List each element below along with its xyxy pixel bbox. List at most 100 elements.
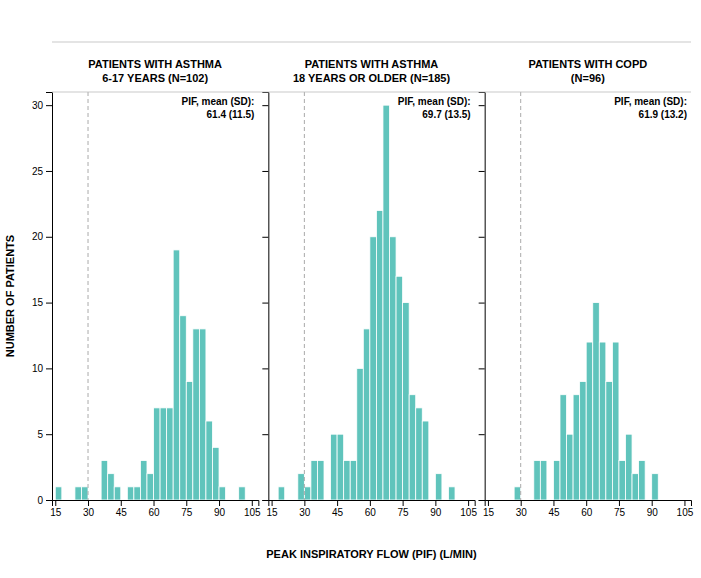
bar <box>193 329 200 500</box>
tick <box>479 368 485 369</box>
tick-mark <box>186 500 187 506</box>
rule <box>52 92 691 93</box>
tick-mark <box>46 368 52 369</box>
text-line: 6-17 YEARS (N=102) <box>102 72 208 84</box>
bar <box>429 500 436 501</box>
bar <box>317 461 324 500</box>
bar <box>619 461 626 500</box>
axis-line <box>262 93 269 501</box>
axis-line <box>269 501 475 507</box>
bar <box>239 487 246 500</box>
panel-title: PATIENTS WITH COPD (N=96) <box>528 58 647 84</box>
bar <box>416 408 423 500</box>
bar <box>180 316 187 500</box>
text-line: 61.4 (11.5) <box>207 109 255 120</box>
tick-mark <box>46 303 52 304</box>
bar <box>55 487 62 500</box>
bar <box>514 487 521 500</box>
bar <box>95 500 102 501</box>
bar <box>75 487 82 500</box>
tick: 90 <box>430 500 442 518</box>
bar <box>62 500 69 501</box>
bar <box>154 408 161 500</box>
tick: 45 <box>332 500 344 518</box>
bar <box>540 461 547 500</box>
tick: 30 <box>299 500 311 518</box>
tick-mark <box>488 500 489 506</box>
tick: 0 <box>37 495 52 506</box>
tick: 10 <box>32 363 52 374</box>
tick-mark <box>46 434 52 435</box>
tick-label: 60 <box>148 507 160 518</box>
tick: 30 <box>32 100 52 111</box>
y-axis <box>479 93 486 501</box>
tick-mark <box>262 303 268 304</box>
tick-label: 15 <box>483 507 495 518</box>
bar <box>448 487 455 500</box>
y-axis-title: NUMBER OF PATIENTS <box>4 235 16 357</box>
bar <box>508 500 515 501</box>
bar <box>376 210 383 500</box>
tick <box>262 105 268 106</box>
bar <box>383 105 390 500</box>
tick <box>479 237 485 238</box>
tick: 105 <box>244 500 261 518</box>
tick-mark <box>684 500 685 506</box>
tick: 60 <box>365 500 377 518</box>
x-axis-title: PEAK INSPIRATORY FLOW (PIF) (L/MIN) <box>266 548 477 560</box>
bar <box>88 500 95 501</box>
y-axis <box>262 93 269 501</box>
bar <box>304 487 311 500</box>
tick-mark <box>468 500 469 506</box>
tick: 45 <box>116 500 128 518</box>
text-line: PIF, mean (SD): <box>398 96 471 107</box>
text-line: 18 YEARS OR OLDER (N=185) <box>293 72 451 84</box>
axis-line <box>46 93 53 501</box>
tick-mark <box>479 105 485 106</box>
tick-mark <box>262 434 268 435</box>
bar <box>534 461 541 500</box>
bar <box>114 487 121 500</box>
bar <box>580 382 587 500</box>
tick-label: 30 <box>32 100 44 111</box>
tick-mark <box>262 500 268 501</box>
tick-label: 60 <box>365 507 377 518</box>
tick <box>262 171 268 172</box>
reference-line <box>520 92 521 500</box>
tick-label: 25 <box>32 166 44 177</box>
tick-label: 15 <box>267 507 279 518</box>
plot-area <box>278 92 455 500</box>
tick: 60 <box>148 500 160 518</box>
tick: 75 <box>614 500 626 518</box>
tick: 90 <box>214 500 226 518</box>
tick: 90 <box>647 500 659 518</box>
bar <box>232 500 239 501</box>
bar <box>298 474 305 500</box>
tick-mark <box>252 500 253 506</box>
tick-label: 5 <box>37 429 43 440</box>
reference-line <box>88 92 89 500</box>
tick-mark <box>262 237 268 238</box>
rule <box>52 42 691 43</box>
bar <box>245 500 252 501</box>
bar <box>612 342 619 500</box>
bar <box>396 276 403 500</box>
text-line: PATIENTS WITH COPD <box>528 58 647 70</box>
panel-title: PATIENTS WITH ASTHMA6-17 YEARS (N=102) <box>88 58 222 84</box>
bar <box>101 461 108 500</box>
bar <box>173 250 180 500</box>
bar <box>567 434 574 500</box>
tick-label: 20 <box>32 231 44 242</box>
tick: 15 <box>267 500 279 518</box>
bar <box>422 421 429 500</box>
annotation: PIF, mean (SD):61.9 (13.2) <box>614 96 687 120</box>
tick-mark <box>586 500 587 506</box>
chart: 15 30 45 60 75 90 105 0 5 10 15 20 25 30 PIF, mean (SD… <box>0 0 701 578</box>
tick: 20 <box>32 231 52 242</box>
tick: 105 <box>460 500 477 518</box>
bar <box>140 461 147 500</box>
text-line: (N=96) <box>571 72 605 84</box>
annotation: PIF, mean (SD):69.7 (13.5) <box>398 96 471 120</box>
bar <box>219 487 226 500</box>
tick-label: 45 <box>116 507 128 518</box>
